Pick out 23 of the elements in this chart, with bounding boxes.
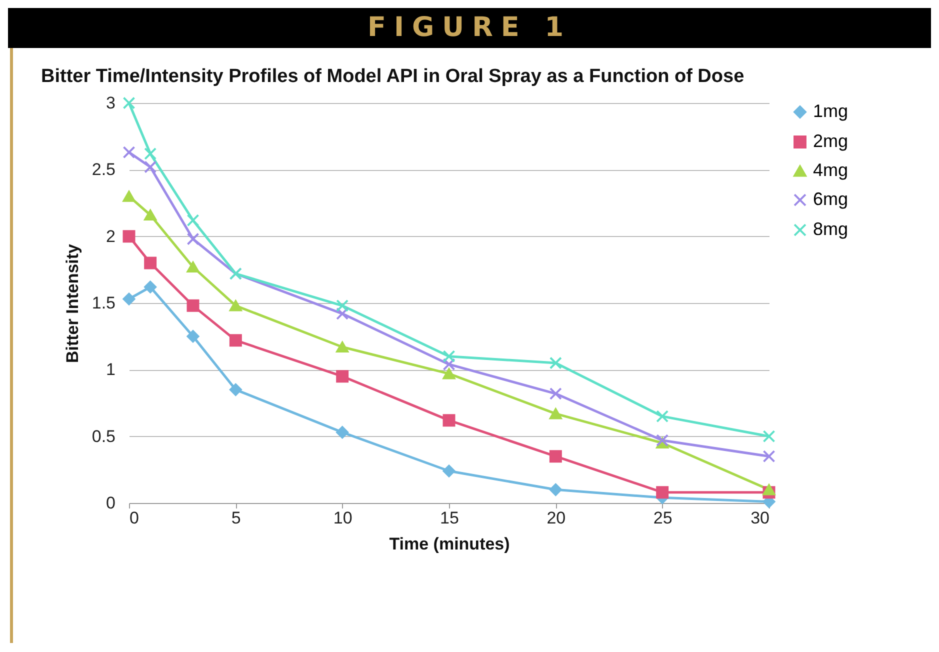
x-tick-label: 30 xyxy=(750,508,770,528)
legend-label: 1mg xyxy=(813,101,848,121)
x-tick-label: 0 xyxy=(130,508,139,528)
chart-title: FIGURE 1 xyxy=(8,8,931,48)
legend-label: 2mg xyxy=(813,131,848,151)
chart-subtitle: Bitter Time/Intensity Profiles of Model API in Oral Spray as a Function of Dose xyxy=(41,65,746,88)
y-tick-label: 1 xyxy=(106,360,116,380)
y-axis-title: Bitter Intensity xyxy=(62,243,82,364)
y-tick-label: 2.5 xyxy=(92,160,116,180)
y-tick-label: 1.5 xyxy=(92,294,116,312)
x-tick-label: 10 xyxy=(333,508,352,528)
legend-label: 6mg xyxy=(813,189,848,209)
y-tick-label: 2 xyxy=(106,226,116,246)
x-axis-title: Time (minutes) xyxy=(389,534,510,554)
legend-label: 4mg xyxy=(813,160,848,180)
x-tick-label: 20 xyxy=(546,508,566,528)
y-tick-label: 3 xyxy=(106,94,116,112)
y-tick-label: 0 xyxy=(106,494,116,512)
legend-label: 8mg xyxy=(813,219,848,239)
y-tick-label: 0.5 xyxy=(92,426,116,446)
x-tick-label: 5 xyxy=(231,508,241,528)
x-tick-label: 25 xyxy=(653,508,672,528)
x-tick-label: 15 xyxy=(440,508,459,528)
